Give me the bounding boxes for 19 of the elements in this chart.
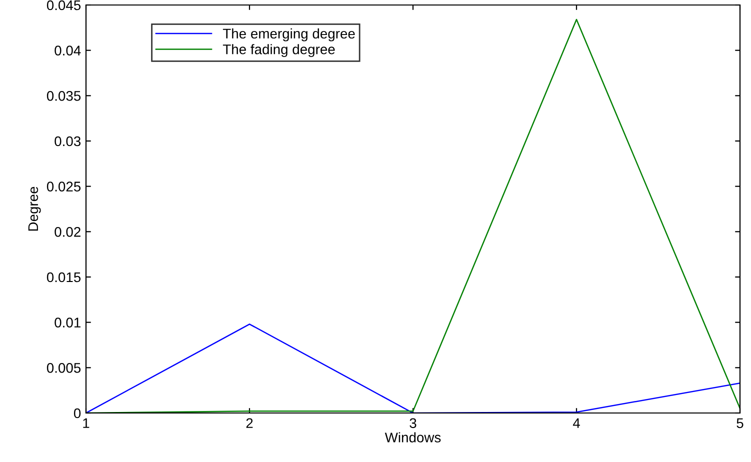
y-tick-label: 0 [74,408,81,418]
x-tick-label: 2 [246,418,253,428]
x-tick-label: 1 [83,418,90,428]
x-tick-label: 5 [736,418,744,428]
x-tick-label: 3 [410,418,416,428]
y-tick-label: 0.02 [54,227,80,237]
legend-label: The fading degree [222,44,335,58]
y-tick-label: 0.045 [46,0,81,10]
y-tick-label: 0.01 [54,318,80,328]
y-tick-label: 0.005 [46,363,81,373]
legend-label: The emerging degree [222,28,355,42]
y-tick-label: 0.04 [54,46,81,56]
y-axis-title: Degree [28,186,41,231]
y-tick-label: 0.015 [46,272,81,282]
y-tick-label: 0.035 [46,91,81,101]
x-tick-label: 4 [572,418,580,428]
y-tick-label: 0.025 [46,182,81,192]
y-tick-label: 0.03 [54,136,81,146]
x-axis-title: Windows [384,432,441,442]
